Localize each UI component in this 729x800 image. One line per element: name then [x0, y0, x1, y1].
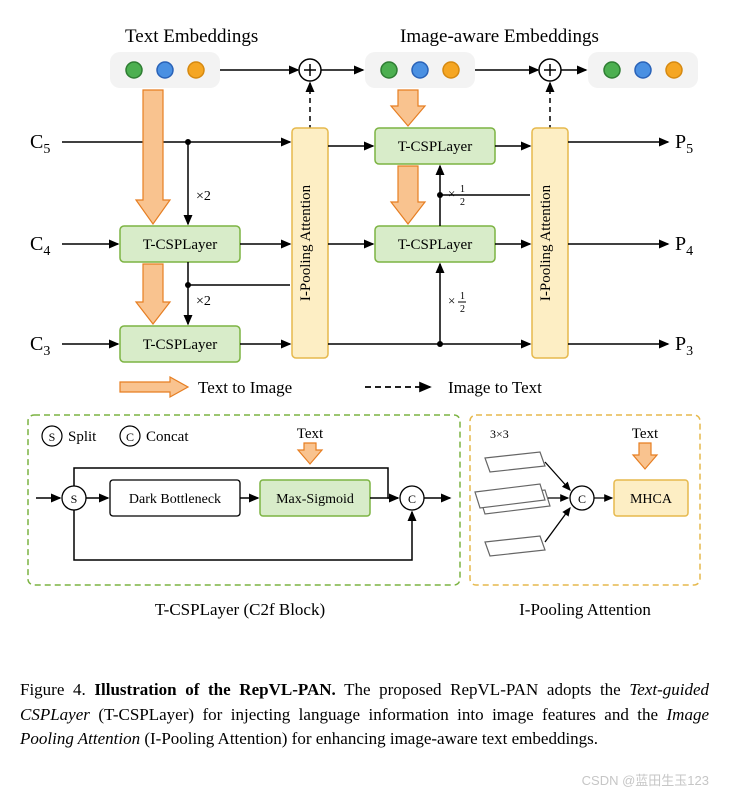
xhalf-1: × — [448, 186, 455, 201]
stack-3 — [485, 536, 545, 556]
orange-arrow-2 — [136, 264, 170, 324]
legend-t2i: Text to Image — [198, 378, 292, 397]
c3-label: C3 — [30, 333, 50, 359]
diagram-svg: Text Embeddings Image-aware Embeddings — [20, 20, 709, 660]
p4-label: P4 — [675, 233, 693, 259]
emb-box-1 — [110, 52, 220, 88]
stack-1 — [485, 452, 545, 472]
maxsig-text: Max-Sigmoid — [276, 492, 354, 507]
c2f-caption: T-CSPLayer (C2f Block) — [155, 600, 325, 619]
legend-i2t: Image to Text — [448, 378, 542, 397]
text-emb-label: Text Embeddings — [125, 26, 258, 47]
dark-text: Dark Bottleneck — [129, 492, 221, 507]
orange-arrow-4 — [391, 166, 425, 224]
orange-small-2 — [633, 443, 657, 469]
figure-caption: Figure 4. Illustration of the RepVL-PAN.… — [20, 678, 709, 752]
k33-label: 3×3 — [490, 427, 509, 441]
xhalf-1n: 1 — [460, 184, 465, 195]
emb-box-3 — [588, 52, 698, 88]
xhalf-1d: 2 — [460, 197, 465, 208]
x2-1: ×2 — [196, 189, 211, 204]
tcsp-p5-text: T-CSPLayer — [398, 139, 472, 155]
c5-label: C5 — [30, 131, 50, 157]
text-label-1: Text — [297, 426, 324, 442]
ipool-2-text: I-Pooling Attention — [538, 184, 554, 301]
watermark: CSDN @蓝田生玉123 — [582, 770, 709, 789]
img-emb-label: Image-aware Embeddings — [400, 26, 599, 47]
plus-1 — [299, 59, 321, 81]
legend: Text to Image Image to Text — [120, 377, 542, 397]
tcsp-p4-text: T-CSPLayer — [398, 237, 472, 253]
plus-2 — [539, 59, 561, 81]
ipool-caption: I-Pooling Attention — [519, 600, 651, 619]
xhalf-2d: 2 — [460, 304, 465, 315]
ipool-1-text: I-Pooling Attention — [298, 184, 314, 301]
s-icon: S — [49, 430, 56, 444]
concat-label: Concat — [146, 429, 189, 445]
xhalf-2: × — [448, 293, 455, 308]
orange-arrow-1 — [136, 90, 170, 224]
orange-small-1 — [298, 443, 322, 464]
x2-2: ×2 — [196, 294, 211, 309]
c-icon: C — [126, 430, 134, 444]
svg-text:C: C — [408, 492, 416, 506]
xhalf-2n: 1 — [460, 291, 465, 302]
tcsp-c4-text: T-CSPLayer — [143, 237, 217, 253]
p5-label: P5 — [675, 131, 693, 157]
mhca-text: MHCA — [630, 492, 673, 507]
c4-label: C4 — [30, 233, 50, 259]
p3-label: P3 — [675, 333, 693, 359]
orange-arrow-3 — [391, 90, 425, 126]
text-label-2: Text — [632, 426, 659, 442]
split-label: Split — [68, 429, 97, 445]
tcsp-c3-text: T-CSPLayer — [143, 337, 217, 353]
svg-text:S: S — [71, 492, 78, 506]
emb-box-2 — [365, 52, 475, 88]
svg-text:C: C — [578, 492, 586, 506]
stack-2 — [475, 484, 550, 514]
